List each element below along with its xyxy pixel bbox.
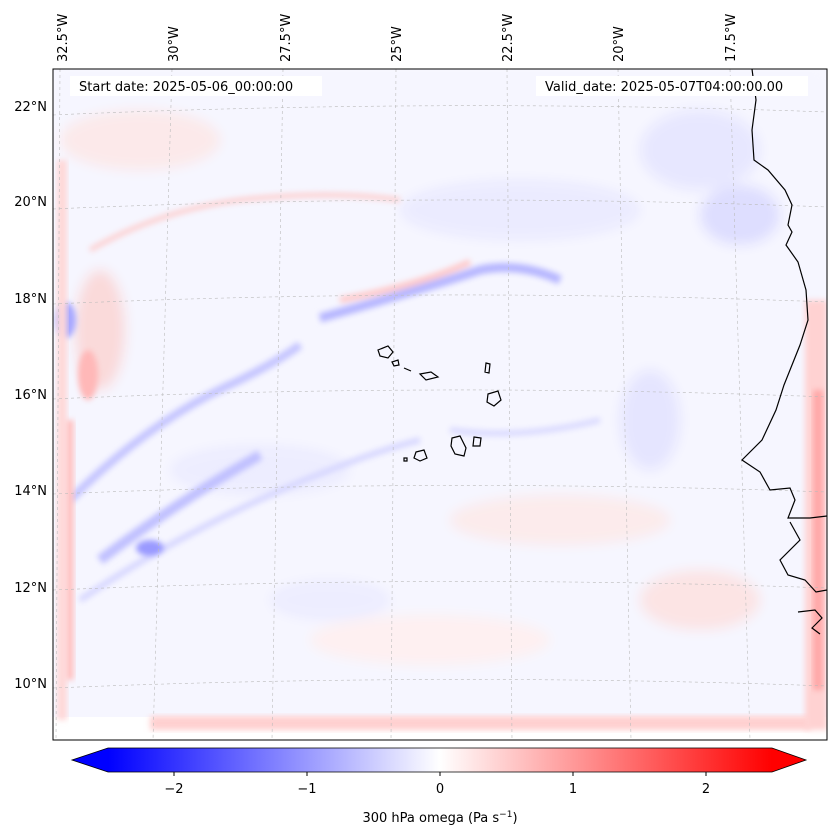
colorbar-tick-label: 1 <box>569 782 577 797</box>
colorbar-tick-label: 2 <box>702 782 710 797</box>
latitude-labels: 22°N 20°N 18°N 16°N 14°N 12°N 10°N <box>14 100 47 692</box>
graticule <box>53 69 827 740</box>
longitude-labels: 32.5°W 30°W 27.5°W 25°W 22.5°W 20°W 17.5… <box>56 14 739 62</box>
lat-label: 12°N <box>14 581 47 596</box>
lon-label: 20°W <box>612 26 627 62</box>
colorbar-outline <box>70 747 808 773</box>
lon-label: 30°W <box>167 26 182 62</box>
colorbar-label: 300 hPa omega (Pa s−1) <box>362 810 517 826</box>
lon-label: 17.5°W <box>724 14 739 62</box>
lat-label: 16°N <box>14 388 47 403</box>
colorbar-extend-max <box>772 748 806 772</box>
coastline-islands <box>377 345 502 462</box>
map-panel: Start date: 2025-05-06_00:00:00 Valid_da… <box>14 14 828 741</box>
coastline-africa <box>741 69 827 635</box>
lon-label: 22.5°W <box>501 14 516 62</box>
lat-label: 14°N <box>14 484 47 499</box>
lon-label: 32.5°W <box>56 14 71 62</box>
lat-label: 18°N <box>14 292 47 307</box>
colorbar-tick-label: −2 <box>164 782 183 797</box>
lon-label: 25°W <box>390 26 405 62</box>
omega-field <box>53 69 827 740</box>
colorbar-extend-min <box>72 748 108 772</box>
map-frame <box>52 68 828 741</box>
colorbar: −2 −1 0 1 2 300 hPa omega (Pa s−1) <box>70 747 808 826</box>
lat-label: 22°N <box>14 100 47 115</box>
start-date-label: Start date: 2025-05-06_00:00:00 <box>79 80 293 95</box>
colorbar-tick-label: −1 <box>297 782 316 797</box>
valid-date-label: Valid_date: 2025-05-07T04:00:00.00 <box>545 80 783 95</box>
coastline <box>377 69 827 635</box>
start-date-box <box>70 76 322 96</box>
lat-label: 20°N <box>14 195 47 210</box>
valid-date-box <box>536 76 808 96</box>
colorbar-tick-label: 0 <box>436 782 444 797</box>
colorbar-ticks: −2 −1 0 1 2 <box>164 772 710 797</box>
date-labels: Start date: 2025-05-06_00:00:00 Valid_da… <box>70 76 808 96</box>
colorbar-gradient <box>108 748 772 772</box>
lon-label: 27.5°W <box>279 14 294 62</box>
lat-label: 10°N <box>14 677 47 692</box>
